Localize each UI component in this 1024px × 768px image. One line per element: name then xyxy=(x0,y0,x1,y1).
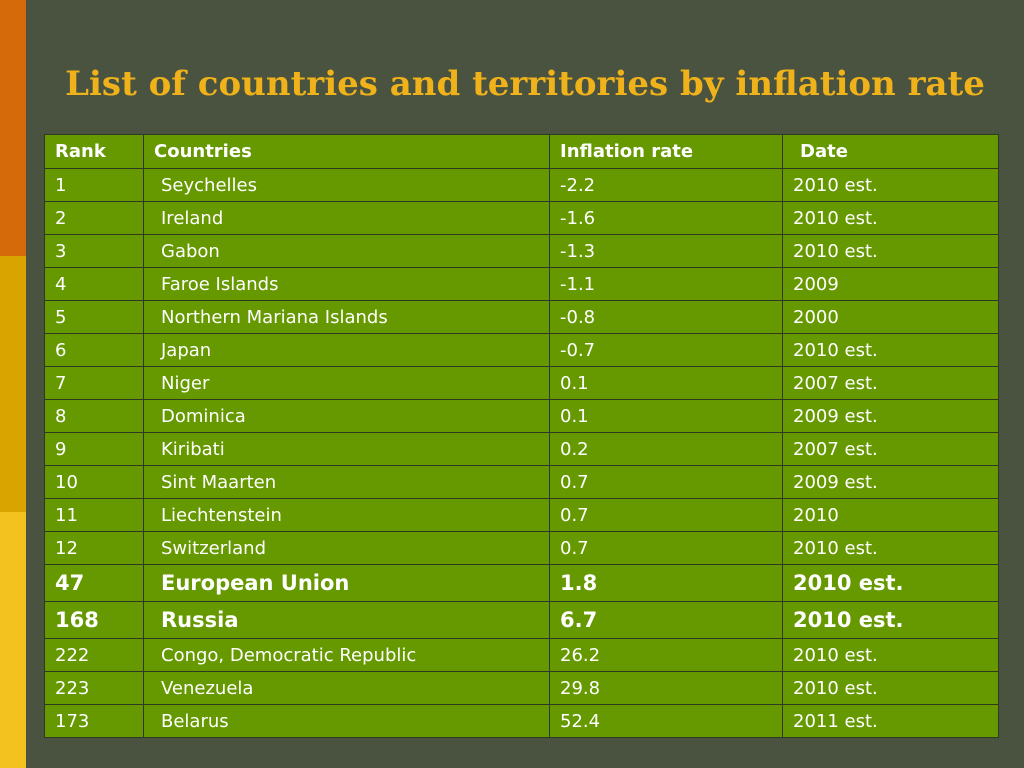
cell-rank: 173 xyxy=(44,704,144,738)
cell-inflation-rate: -1.1 xyxy=(549,267,783,301)
cell-inflation-rate: -1.3 xyxy=(549,234,783,268)
cell-inflation-rate: 52.4 xyxy=(549,704,783,738)
cell-country: Venezuela xyxy=(143,671,550,705)
cell-country: Liechtenstein xyxy=(143,498,550,532)
accent-stripe-gold xyxy=(0,256,26,512)
cell-date: 2010 est. xyxy=(782,671,999,705)
cell-date: 2010 est. xyxy=(782,564,999,602)
cell-rank: 1 xyxy=(44,168,144,202)
cell-country: Dominica xyxy=(143,399,550,433)
cell-rank: 8 xyxy=(44,399,144,433)
cell-country: Gabon xyxy=(143,234,550,268)
cell-country: Russia xyxy=(143,601,550,639)
cell-rank: 2 xyxy=(44,201,144,235)
cell-inflation-rate: 6.7 xyxy=(549,601,783,639)
cell-rank: 9 xyxy=(44,432,144,466)
table-row: 4 Faroe Islands -1.1 2009 xyxy=(44,267,999,301)
cell-inflation-rate: 26.2 xyxy=(549,638,783,672)
table-row: 5 Northern Mariana Islands -0.8 2000 xyxy=(44,300,999,334)
cell-date: 2009 est. xyxy=(782,465,999,499)
slide-title: List of countries and territories by inf… xyxy=(65,64,985,104)
cell-date: 2007 est. xyxy=(782,366,999,400)
inflation-table: Rank Countries Inflation rate Date 1 Seyc… xyxy=(44,134,999,738)
header-date: Date xyxy=(782,134,999,169)
cell-rank: 10 xyxy=(44,465,144,499)
cell-rank: 168 xyxy=(44,601,144,639)
cell-country: Niger xyxy=(143,366,550,400)
cell-date: 2010 est. xyxy=(782,168,999,202)
table-row: 11 Liechtenstein 0.7 2010 xyxy=(44,498,999,532)
cell-date: 2000 xyxy=(782,300,999,334)
table-row: 3 Gabon -1.3 2010 est. xyxy=(44,234,999,268)
table-row: 2 Ireland -1.6 2010 est. xyxy=(44,201,999,235)
cell-inflation-rate: -2.2 xyxy=(549,168,783,202)
cell-rank: 11 xyxy=(44,498,144,532)
cell-rank: 6 xyxy=(44,333,144,367)
cell-date: 2010 est. xyxy=(782,333,999,367)
table-header-row: Rank Countries Inflation rate Date xyxy=(44,134,999,169)
cell-date: 2011 est. xyxy=(782,704,999,738)
cell-inflation-rate: 0.1 xyxy=(549,366,783,400)
cell-rank: 47 xyxy=(44,564,144,602)
table-row: 9 Kiribati 0.2 2007 est. xyxy=(44,432,999,466)
accent-stripe-yellow xyxy=(0,512,26,768)
accent-stripe-orange xyxy=(0,0,26,256)
cell-rank: 5 xyxy=(44,300,144,334)
cell-inflation-rate: -0.7 xyxy=(549,333,783,367)
cell-rank: 223 xyxy=(44,671,144,705)
table-row: 47 European Union 1.8 2010 est. xyxy=(44,564,999,602)
table-row: 10 Sint Maarten 0.7 2009 est. xyxy=(44,465,999,499)
table-row: 6 Japan -0.7 2010 est. xyxy=(44,333,999,367)
cell-country: Switzerland xyxy=(143,531,550,565)
table-row: 223 Venezuela 29.8 2010 est. xyxy=(44,671,999,705)
cell-inflation-rate: -1.6 xyxy=(549,201,783,235)
cell-date: 2009 xyxy=(782,267,999,301)
cell-inflation-rate: 29.8 xyxy=(549,671,783,705)
header-countries: Countries xyxy=(143,134,550,169)
cell-inflation-rate: 0.7 xyxy=(549,531,783,565)
cell-rank: 4 xyxy=(44,267,144,301)
cell-country: Seychelles xyxy=(143,168,550,202)
cell-inflation-rate: -0.8 xyxy=(549,300,783,334)
cell-country: Congo, Democratic Republic xyxy=(143,638,550,672)
cell-inflation-rate: 0.2 xyxy=(549,432,783,466)
cell-date: 2010 est. xyxy=(782,234,999,268)
cell-inflation-rate: 0.7 xyxy=(549,498,783,532)
cell-rank: 222 xyxy=(44,638,144,672)
table-row: 173 Belarus 52.4 2011 est. xyxy=(44,704,999,738)
cell-inflation-rate: 0.1 xyxy=(549,399,783,433)
cell-country: Japan xyxy=(143,333,550,367)
cell-country: Faroe Islands xyxy=(143,267,550,301)
cell-country: Kiribati xyxy=(143,432,550,466)
table-row: 8 Dominica 0.1 2009 est. xyxy=(44,399,999,433)
table-row: 7 Niger 0.1 2007 est. xyxy=(44,366,999,400)
cell-country: Belarus xyxy=(143,704,550,738)
cell-date: 2010 est. xyxy=(782,601,999,639)
cell-date: 2010 est. xyxy=(782,531,999,565)
table-row: 222 Congo, Democratic Republic 26.2 2010 es… xyxy=(44,638,999,672)
header-inflation-rate: Inflation rate xyxy=(549,134,783,169)
table-row: 12 Switzerland 0.7 2010 est. xyxy=(44,531,999,565)
cell-inflation-rate: 1.8 xyxy=(549,564,783,602)
cell-date: 2010 est. xyxy=(782,201,999,235)
table-row: 1 Seychelles -2.2 2010 est. xyxy=(44,168,999,202)
cell-date: 2010 xyxy=(782,498,999,532)
cell-country: Ireland xyxy=(143,201,550,235)
cell-country: Sint Maarten xyxy=(143,465,550,499)
cell-date: 2007 est. xyxy=(782,432,999,466)
cell-country: Northern Mariana Islands xyxy=(143,300,550,334)
cell-date: 2010 est. xyxy=(782,638,999,672)
table-row: 168 Russia 6.7 2010 est. xyxy=(44,601,999,639)
cell-rank: 12 xyxy=(44,531,144,565)
header-rank: Rank xyxy=(44,134,144,169)
cell-rank: 3 xyxy=(44,234,144,268)
cell-country: European Union xyxy=(143,564,550,602)
cell-inflation-rate: 0.7 xyxy=(549,465,783,499)
cell-date: 2009 est. xyxy=(782,399,999,433)
cell-rank: 7 xyxy=(44,366,144,400)
